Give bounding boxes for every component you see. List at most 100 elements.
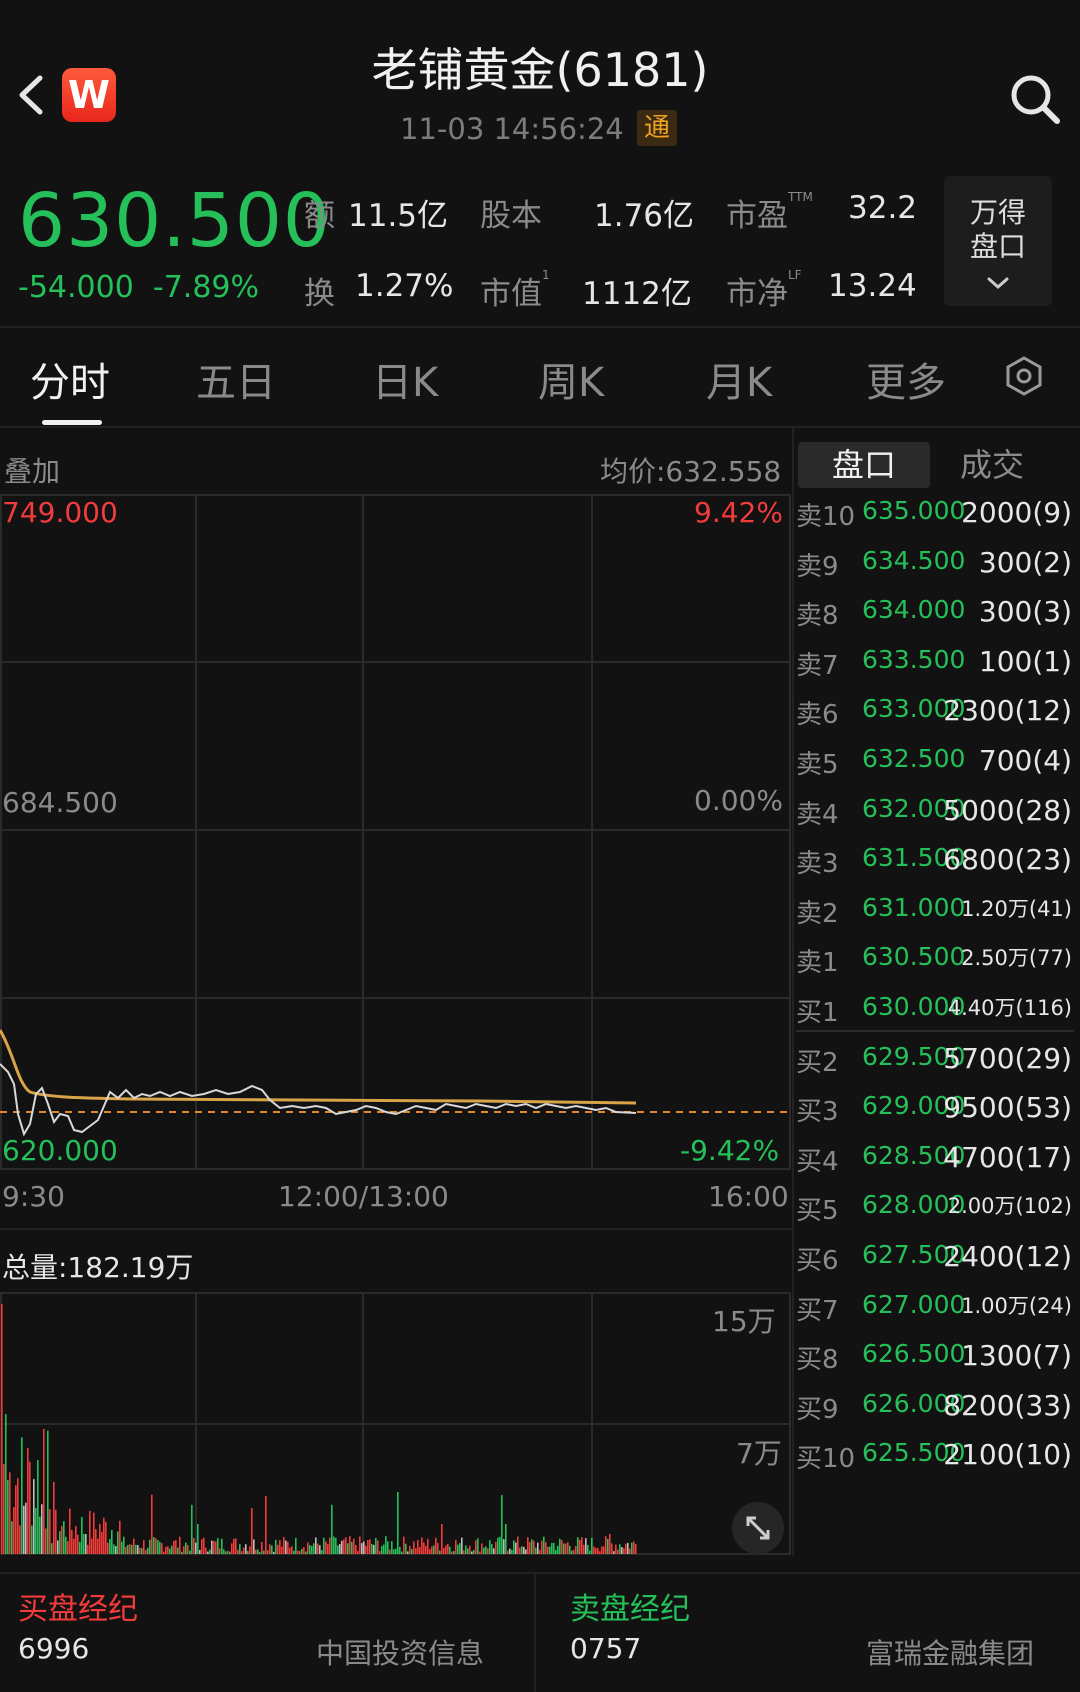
- level-price: 634.000: [862, 595, 966, 625]
- volume-bar: [511, 1549, 513, 1554]
- volume-bar: [43, 1429, 45, 1554]
- volume-bar: [73, 1538, 75, 1554]
- stat-market-cap-text: 市值: [480, 276, 542, 312]
- ask-row[interactable]: 卖10 635.000 2000(9): [796, 496, 1074, 546]
- volume-bar: [337, 1545, 339, 1554]
- volume-bar: [569, 1545, 571, 1554]
- volume-chart[interactable]: [0, 1292, 792, 1556]
- level-price: 631.500: [862, 843, 966, 873]
- volume-bar: [463, 1550, 465, 1554]
- ask-row[interactable]: 卖5 632.500 700(4): [796, 744, 1074, 794]
- level-name: 买4: [796, 1146, 839, 1177]
- volume-bar: [47, 1430, 49, 1554]
- ask-row[interactable]: 卖4 632.000 5000(28): [796, 794, 1074, 844]
- bid-row[interactable]: 买7 627.000 1.00万(24): [796, 1290, 1074, 1340]
- tab-more[interactable]: 更多: [866, 360, 946, 406]
- volume-bar: [411, 1549, 413, 1554]
- volume-bar: [333, 1536, 335, 1554]
- volume-bar: [487, 1548, 489, 1554]
- volume-bar: [537, 1542, 539, 1554]
- ask-row[interactable]: 卖7 633.500 100(1): [796, 645, 1074, 695]
- level-volume: 2.50万(77): [961, 946, 1072, 971]
- volume-bar: [9, 1472, 11, 1554]
- volume-bar: [69, 1508, 71, 1554]
- volume-bar: [221, 1538, 223, 1554]
- level-price: 630.000: [862, 992, 966, 1021]
- volume-bar: [197, 1524, 199, 1554]
- volume-bar: [477, 1538, 479, 1554]
- chart-settings-button[interactable]: [1004, 354, 1044, 398]
- volume-bar: [287, 1541, 289, 1554]
- app-logo[interactable]: W: [62, 68, 116, 122]
- ask-row[interactable]: 卖8 634.000 300(3): [796, 595, 1074, 645]
- volume-bar: [401, 1551, 403, 1554]
- volume-bar: [177, 1547, 179, 1554]
- search-button[interactable]: [1008, 72, 1062, 126]
- bid-row[interactable]: 买10 625.500 2100(10): [796, 1438, 1074, 1488]
- level-name: 卖9: [796, 551, 839, 582]
- volume-bar: [377, 1540, 379, 1554]
- fullscreen-button[interactable]: [732, 1502, 784, 1554]
- change-percent: -7.89%: [152, 270, 260, 305]
- y-axis-top-price: 749.000: [2, 496, 118, 529]
- ask-row[interactable]: 卖1 630.500 2.50万(77): [796, 942, 1074, 992]
- volume-bar: [295, 1537, 297, 1554]
- volume-bar: [71, 1530, 73, 1554]
- volume-bar: [363, 1541, 365, 1554]
- volume-bar: [23, 1505, 25, 1554]
- bid-row[interactable]: 买8 626.500 1300(7): [796, 1339, 1074, 1389]
- volume-bar: [175, 1540, 177, 1554]
- volume-bar: [167, 1546, 169, 1554]
- bid-row[interactable]: 买1 630.000 4.40万(116): [796, 992, 1074, 1042]
- volume-bar: [627, 1542, 629, 1554]
- volume-bar: [575, 1545, 577, 1554]
- tab-intraday[interactable]: 分时: [30, 360, 110, 406]
- volume-bar: [117, 1531, 119, 1554]
- wande-panel-button[interactable]: 万得 盘口: [944, 176, 1052, 306]
- level-price: 633.000: [862, 694, 966, 724]
- bid-row[interactable]: 买4 628.500 4700(17): [796, 1141, 1074, 1191]
- divider: [792, 428, 794, 1556]
- volume-bar: [27, 1448, 29, 1554]
- tab-five-day[interactable]: 五日: [196, 360, 276, 406]
- volume-bar: [45, 1528, 47, 1554]
- tab-orderbook[interactable]: 盘口: [798, 442, 930, 488]
- bid-row[interactable]: 买5 628.000 2.00万(102): [796, 1190, 1074, 1240]
- volume-bar: [131, 1544, 133, 1554]
- wande-label-2: 盘口: [969, 230, 1026, 263]
- ask-row[interactable]: 卖9 634.500 300(2): [796, 546, 1074, 596]
- back-button[interactable]: [10, 70, 50, 120]
- volume-bar: [285, 1540, 287, 1554]
- ask-row[interactable]: 卖2 631.000 1.20万(41): [796, 893, 1074, 943]
- volume-bar: [523, 1546, 525, 1554]
- intraday-price-chart[interactable]: [0, 494, 792, 1170]
- volume-bar: [49, 1509, 51, 1554]
- volume-bar: [617, 1549, 619, 1554]
- ask-row[interactable]: 卖6 633.000 2300(12): [796, 694, 1074, 744]
- overlay-button[interactable]: 叠加: [4, 455, 61, 488]
- stat-share-capital-label: 股本: [480, 198, 542, 234]
- bid-row[interactable]: 买9 626.000 8200(33): [796, 1389, 1074, 1439]
- volume-bar: [585, 1538, 587, 1554]
- tab-trades[interactable]: 成交: [960, 446, 1025, 484]
- bid-row[interactable]: 买2 629.500 5700(29): [796, 1042, 1074, 1092]
- volume-bar: [629, 1548, 631, 1554]
- volume-bar: [171, 1545, 173, 1554]
- volume-bar: [371, 1543, 373, 1554]
- volume-bar: [11, 1521, 13, 1554]
- volume-bar: [533, 1540, 535, 1554]
- volume-bar: [535, 1547, 537, 1554]
- volume-bar: [189, 1550, 191, 1554]
- bid-row[interactable]: 买6 627.500 2400(12): [796, 1240, 1074, 1290]
- volume-bar: [211, 1540, 213, 1554]
- tab-weekly-k[interactable]: 周K: [538, 360, 605, 406]
- tab-monthly-k[interactable]: 月K: [706, 360, 773, 406]
- bid-row[interactable]: 买3 629.000 9500(53): [796, 1091, 1074, 1141]
- volume-bar: [275, 1539, 277, 1554]
- volume-bar: [67, 1541, 69, 1554]
- level-price: 627.500: [862, 1240, 966, 1269]
- volume-bar: [373, 1544, 375, 1554]
- stat-pb-label: 市净LF: [726, 268, 802, 313]
- tab-daily-k[interactable]: 日K: [372, 360, 439, 406]
- ask-row[interactable]: 卖3 631.500 6800(23): [796, 843, 1074, 893]
